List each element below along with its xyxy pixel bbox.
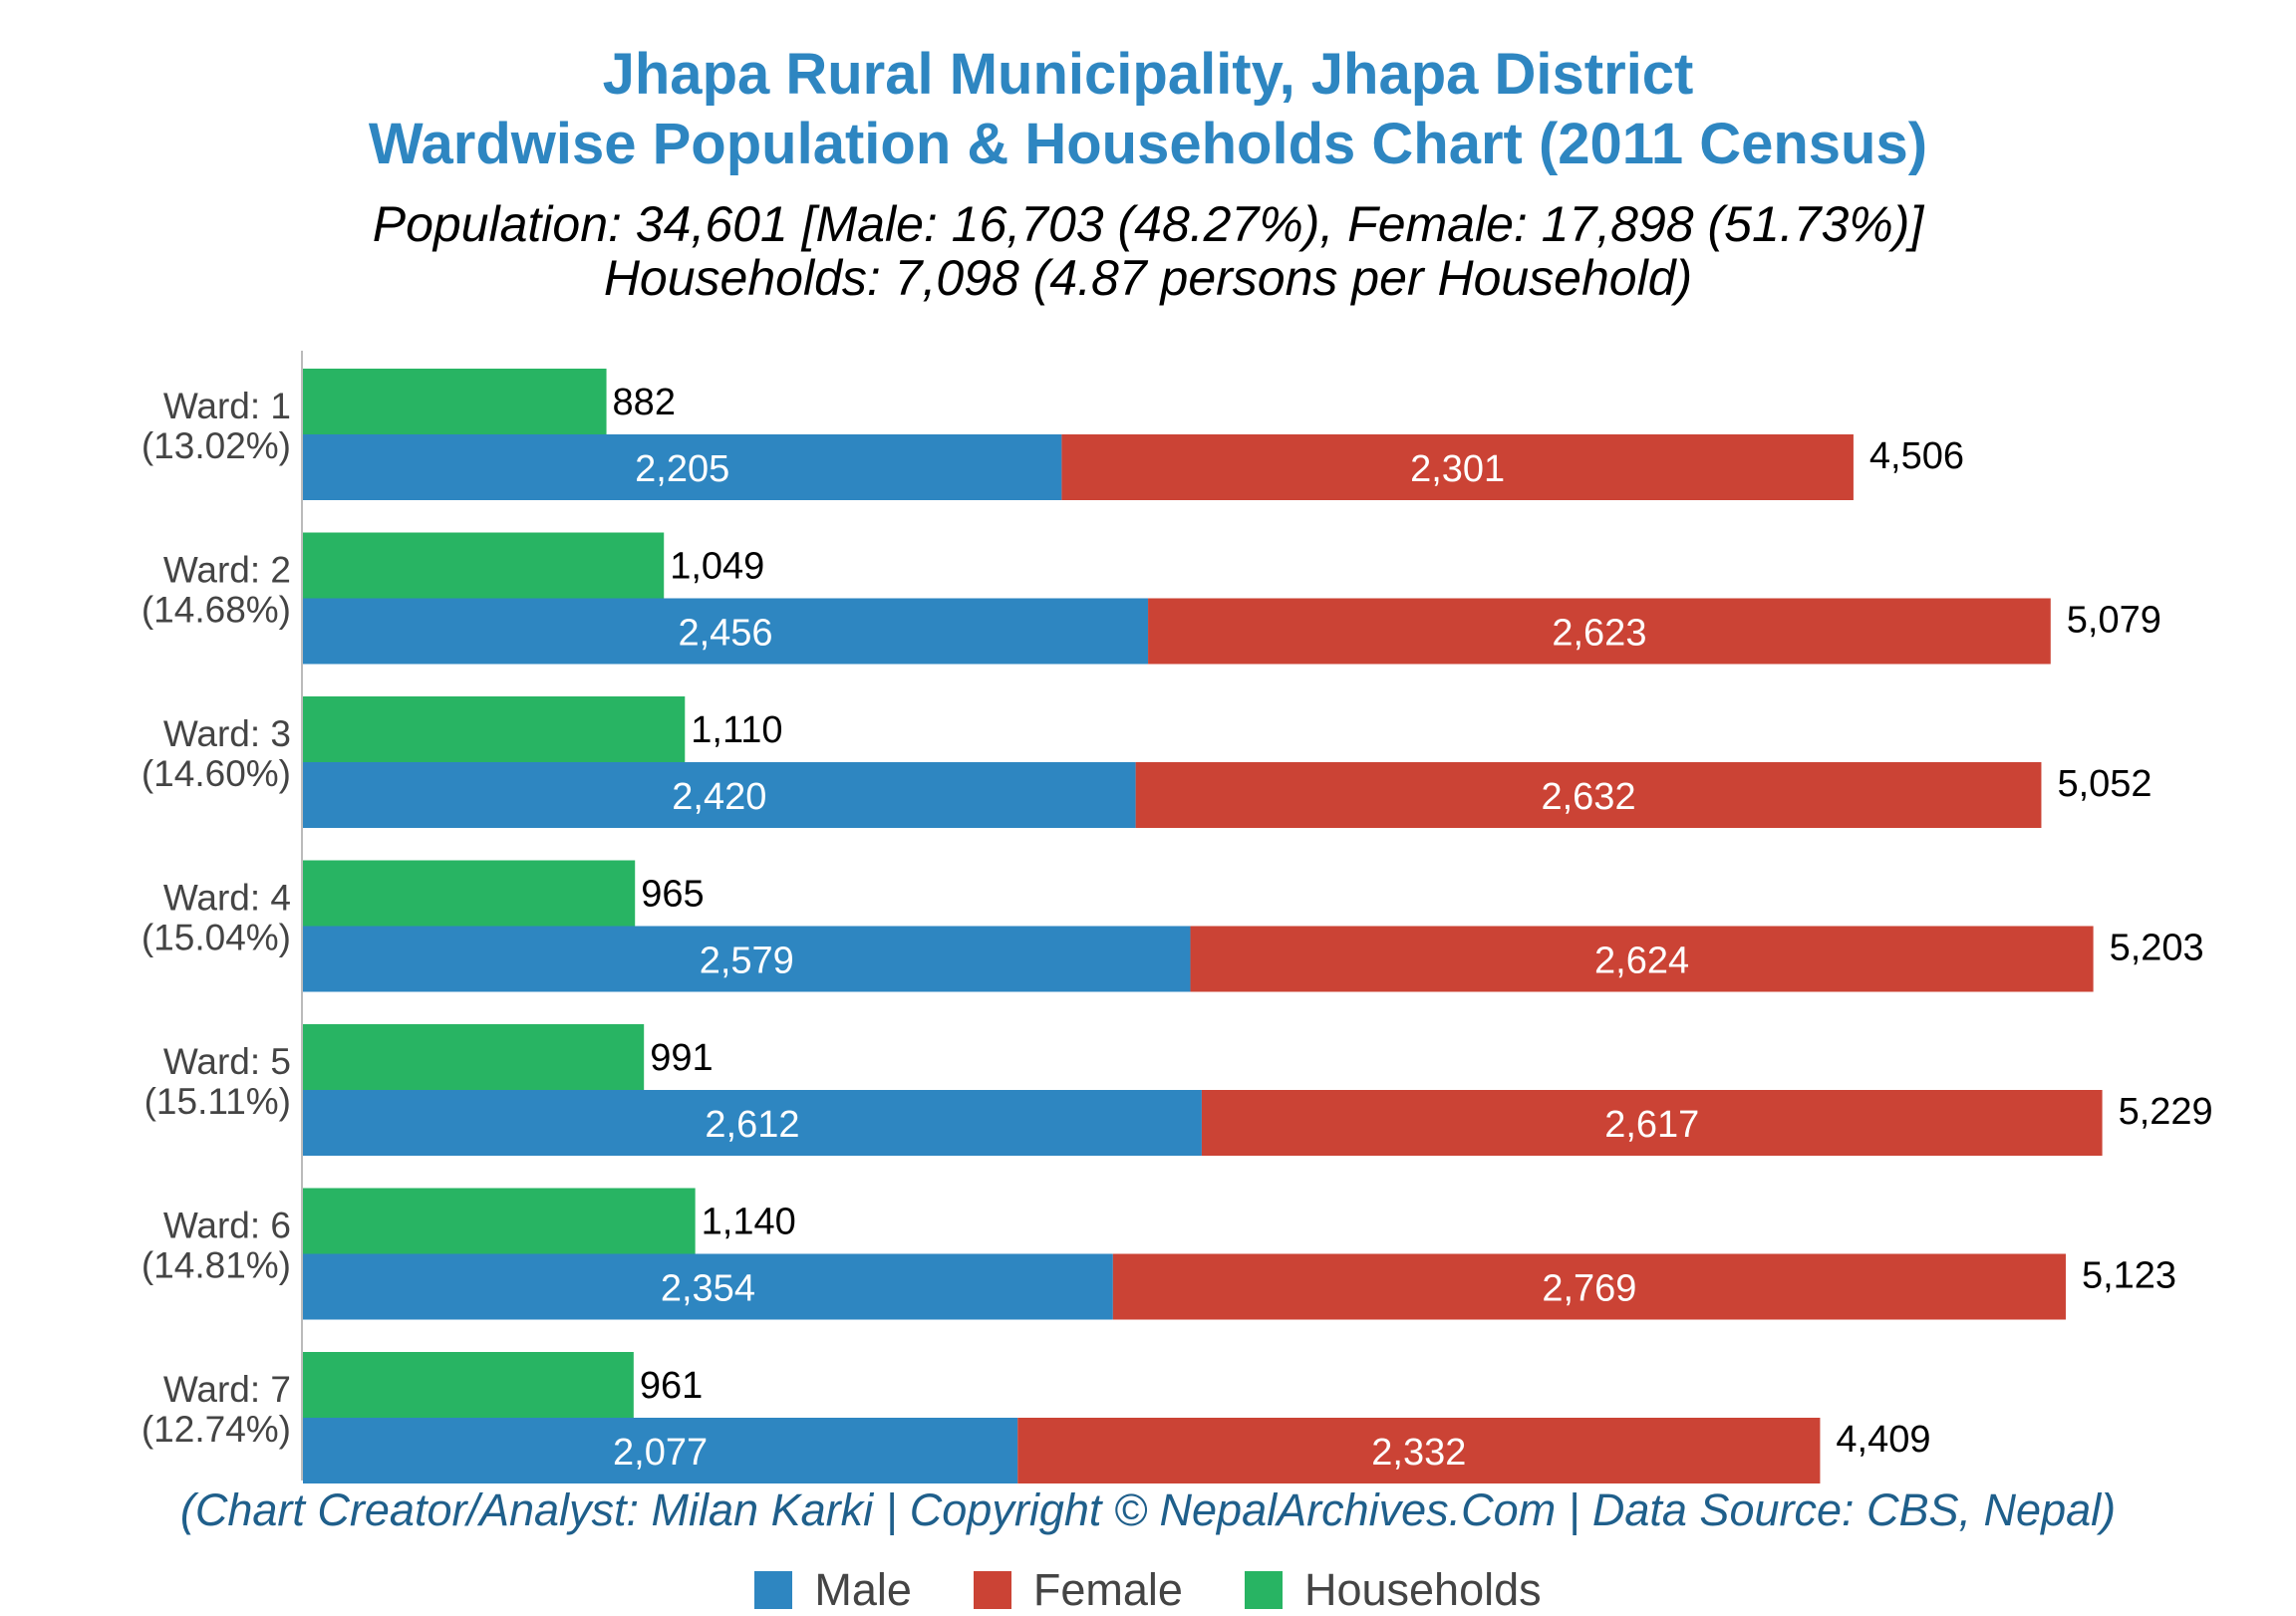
legend: Male Female Households [0,1564,2296,1616]
chart-title-line2: Wardwise Population & Households Chart (… [368,112,1928,176]
female-bar [1061,434,1854,500]
male-bar [303,1253,1113,1320]
male-value-label: 2,420 [672,776,766,818]
total-value-label: 4,409 [1836,1419,1930,1461]
female-value-label: 2,769 [1542,1268,1636,1310]
households-value-label: 991 [650,1037,713,1079]
female-value-label: 2,624 [1594,941,1689,982]
legend-label-female: Female [1032,1564,1183,1615]
legend-swatch-female [973,1571,1011,1609]
total-value-label: 4,506 [1869,435,1964,477]
ward-percent-label: (12.74%) [142,1409,291,1450]
ward-percent-label: (13.02%) [142,425,291,466]
total-value-label: 5,123 [2082,1255,2176,1297]
female-bar [1135,762,2042,828]
female-value-label: 2,632 [1541,776,1635,818]
male-value-label: 2,456 [678,613,772,655]
chart-subtitle-households: Households: 7,098 (4.87 persons per Hous… [603,250,1693,306]
households-value-label: 1,049 [670,546,764,588]
female-value-label: 2,301 [1410,448,1505,490]
female-value-label: 2,332 [1371,1432,1466,1474]
female-bar [1017,1418,1821,1483]
ward-label: Ward: 6 [163,1206,291,1246]
households-value-label: 961 [640,1365,703,1407]
households-bar [303,696,686,762]
legend-label-households: Households [1303,1564,1542,1615]
legend-item-female: Female [973,1564,1183,1616]
female-bar [1190,926,2094,992]
male-value-label: 2,612 [705,1104,799,1146]
total-value-label: 5,079 [2067,600,2161,642]
households-value-label: 1,110 [691,709,782,751]
households-bar [303,1352,634,1418]
male-value-label: 2,579 [700,941,794,982]
female-value-label: 2,617 [1604,1104,1699,1146]
male-value-label: 2,077 [613,1432,708,1474]
ward-label: Ward: 4 [163,878,291,919]
ward-percent-label: (14.81%) [142,1245,291,1286]
female-bar [1148,598,2051,665]
legend-swatch-households [1244,1571,1283,1609]
ward-label: Ward: 5 [163,1041,291,1082]
households-value-label: 965 [641,874,704,916]
ward-label: Ward: 3 [163,713,291,754]
households-value-label: 882 [613,382,676,423]
male-bar [303,434,1062,500]
ward-label: Ward: 7 [163,1369,291,1410]
female-bar [1112,1253,2066,1320]
male-bar [303,598,1149,665]
chart-title-line1: Jhapa Rural Municipality, Jhapa District [602,42,1694,107]
households-bar [303,532,665,599]
male-bar [303,926,1191,992]
male-value-label: 2,354 [661,1268,755,1310]
ward-label: Ward: 2 [163,550,291,591]
total-value-label: 5,052 [2057,763,2152,805]
male-bar [303,762,1136,828]
ward-percent-label: (14.60%) [142,753,291,794]
households-bar [303,1024,645,1090]
total-value-label: 5,203 [2110,928,2204,969]
total-value-label: 5,229 [2119,1091,2213,1133]
households-value-label: 1,140 [702,1202,796,1243]
female-value-label: 2,623 [1552,613,1646,655]
male-bar [303,1418,1018,1483]
ward-percent-label: (15.11%) [144,1081,291,1122]
ward-percent-label: (14.68%) [142,590,291,631]
chart-credit: (Chart Creator/Analyst: Milan Karki | Co… [179,1484,2117,1535]
chart-subtitle-population: Population: 34,601 [Male: 16,703 (48.27%… [372,196,1924,252]
households-bar [303,860,636,927]
legend-item-households: Households [1244,1564,1542,1616]
ward-label: Ward: 1 [163,386,291,426]
legend-item-male: Male [754,1564,912,1616]
households-bar [303,1188,696,1254]
male-value-label: 2,205 [635,448,729,490]
households-bar [303,369,607,434]
legend-swatch-male [754,1571,793,1609]
female-bar [1201,1090,2103,1156]
ward-percent-label: (15.04%) [142,918,291,958]
legend-label-male: Male [814,1564,912,1615]
male-bar [303,1090,1202,1156]
